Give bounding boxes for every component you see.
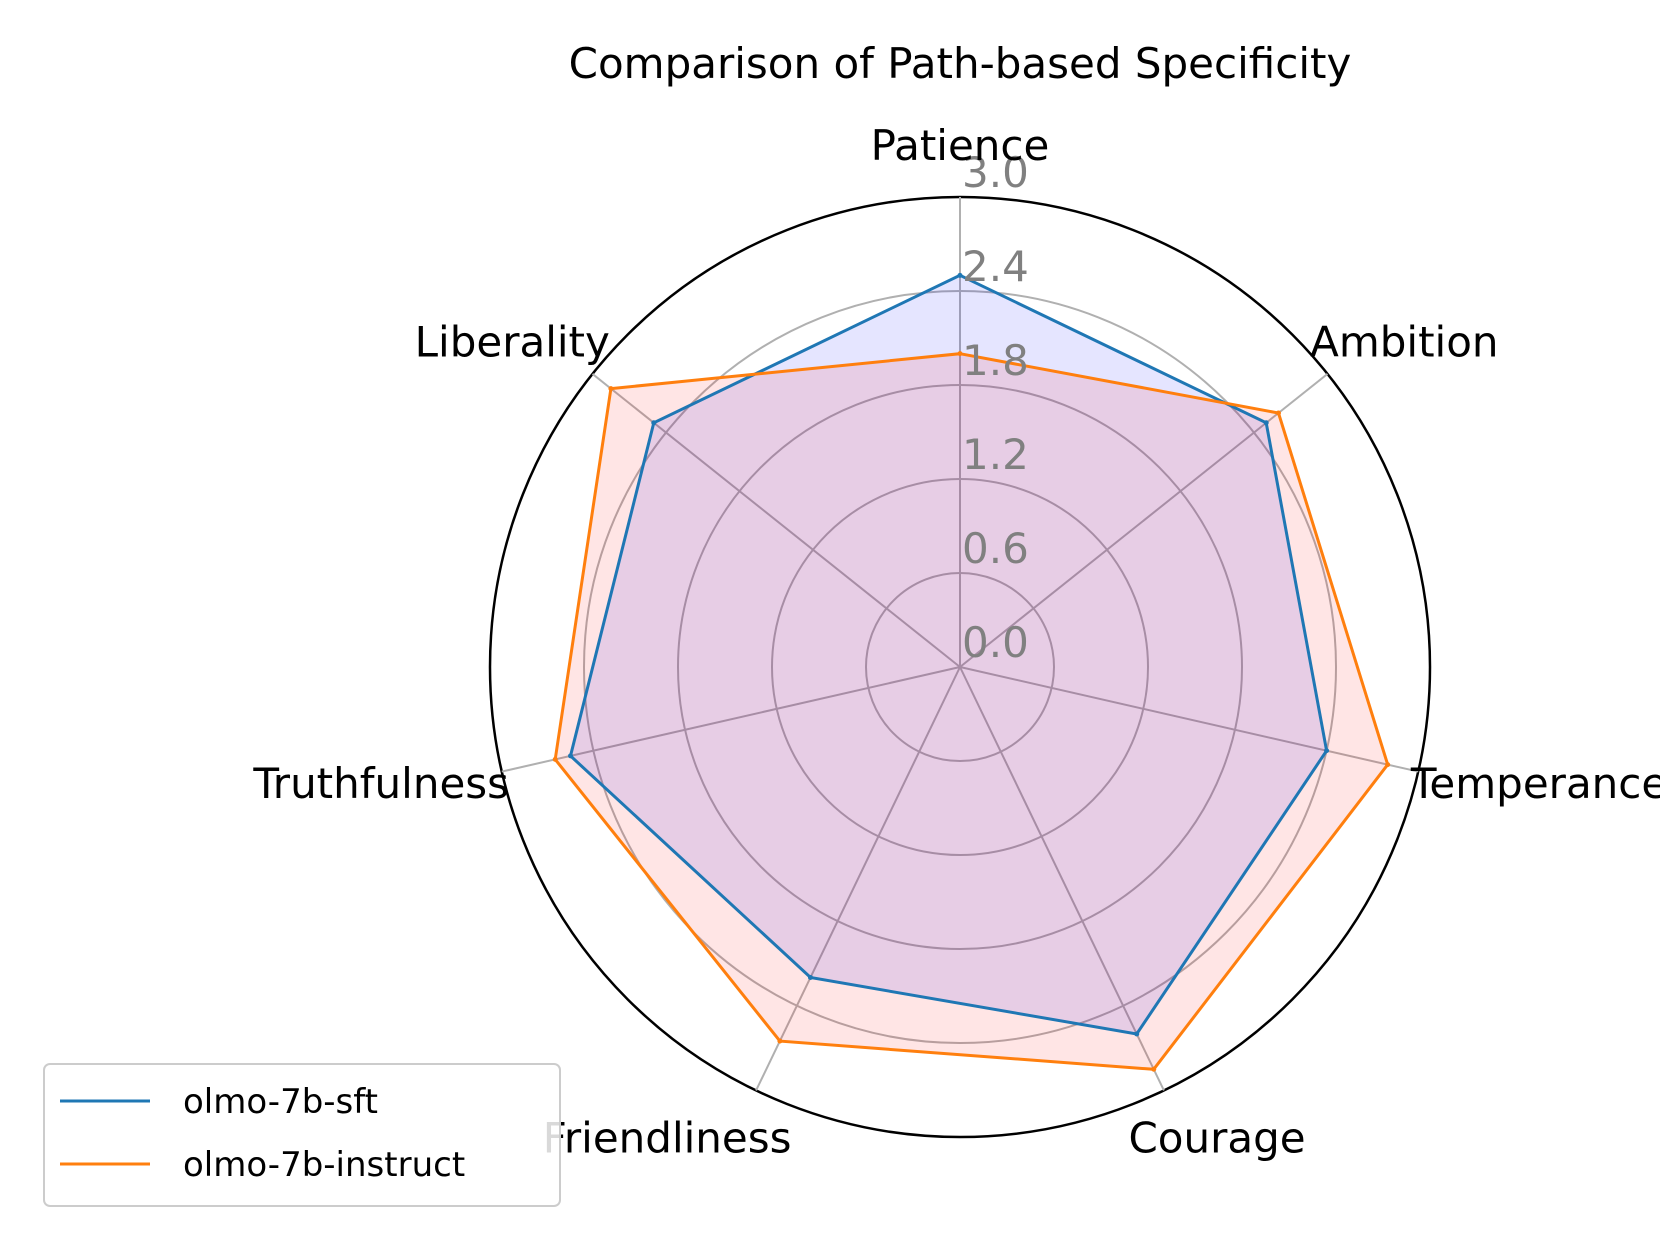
legend-label-olmo-7b-instruct: olmo-7b-instruct [183,1145,465,1185]
spoke-temperance [959,666,1419,773]
legend-label-olmo-7b-sft: olmo-7b-sft [183,1082,378,1122]
point-olmo-7b-sft-ambition [1263,420,1269,426]
category-label-courage: Courage [1128,1113,1305,1162]
category-label-liberality: Liberality [415,318,610,367]
tick-label-3-0: 3.0 [962,148,1029,197]
category-label-truthfulness: Truthfulness [252,759,509,808]
category-labels: Patience Ambition Temperance Courage Friendl… [252,121,1660,1162]
series-layer [552,272,1391,1072]
radial-tick-labels: 0.0 0.6 1.2 1.8 2.4 3.0 [962,148,1029,667]
legend: olmo-7b-sft olmo-7b-instruct [43,1063,561,1207]
point-olmo-7b-instruct-ambition [1275,410,1281,416]
point-olmo-7b-instruct-patience [957,351,963,357]
point-olmo-7b-sft-truthfulness [568,753,574,759]
series-line-olmo-7b-instruct [553,352,1390,1071]
point-olmo-7b-sft-temperance [1324,748,1330,754]
point-olmo-7b-instruct-friendliness [777,1038,783,1044]
category-label-patience: Patience [871,121,1050,170]
point-olmo-7b-instruct-liberality [608,386,614,392]
series-line-olmo-7b-sft [568,273,1329,1036]
point-olmo-7b-instruct-temperance [1385,762,1391,768]
category-label-ambition: Ambition [1310,318,1498,367]
spoke-courage [959,666,1165,1091]
series-area-olmo-7b-sft [570,275,1327,1034]
tick-label-0-0: 0.0 [962,618,1029,667]
series-area-olmo-7b-instruct [555,353,1388,1070]
tick-label-1-2: 1.2 [962,430,1029,479]
spoke-truthfulness [501,666,961,773]
category-label-friendliness: Friendliness [543,1113,792,1162]
tick-label-0-6: 0.6 [962,524,1029,573]
tick-label-2-4: 2.4 [962,242,1029,291]
point-olmo-7b-sft-courage [1134,1031,1140,1037]
point-olmo-7b-sft-patience [957,272,963,278]
spoke-friendliness [755,666,961,1091]
chart-title: Comparison of Path-based Specificity [569,39,1352,88]
point-olmo-7b-sft-friendliness [807,975,813,981]
point-olmo-7b-instruct-truthfulness [552,756,558,762]
point-olmo-7b-instruct-courage [1151,1066,1157,1072]
tick-label-1-8: 1.8 [962,336,1029,385]
point-olmo-7b-sft-liberality [651,420,657,426]
category-label-temperance: Temperance [1410,759,1660,808]
legend-box [43,1063,561,1207]
